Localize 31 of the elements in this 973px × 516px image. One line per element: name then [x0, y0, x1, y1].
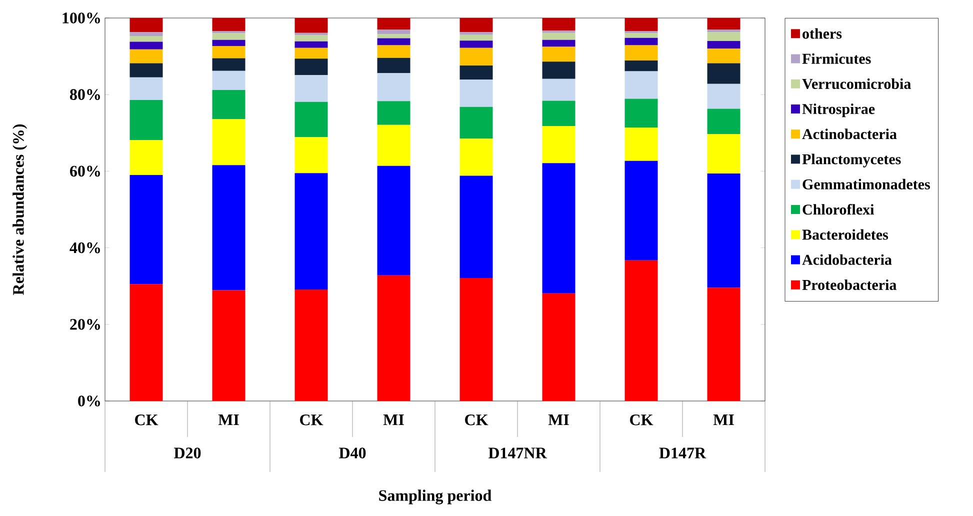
- x-tick-label: CK: [300, 414, 324, 426]
- y-tick-label: 100%: [62, 12, 100, 24]
- x-tick-label: MI: [548, 414, 569, 426]
- y-tick-label: 40%: [70, 242, 100, 254]
- x-tick-label: MI: [218, 414, 239, 426]
- x-tick-label: CK: [630, 414, 654, 426]
- x-tick-label: MI: [713, 414, 734, 426]
- y-tick-label: 80%: [70, 89, 100, 100]
- text: D147R: [659, 448, 706, 458]
- y-axis-title: Relative abundances (%): [12, 124, 28, 296]
- text: D40: [339, 448, 366, 458]
- legend-label: others: [802, 28, 842, 39]
- x-tick-label: CK: [465, 414, 488, 426]
- legend-label: Chloroflexi: [802, 204, 874, 215]
- legend-label: Gemmatimonadetes: [802, 178, 930, 190]
- legend-label: Verrucomicrobia: [802, 78, 911, 90]
- legend-label: Nitrospirae: [802, 104, 875, 118]
- legend-label: Planctomycetes: [802, 154, 901, 168]
- legend-label: Actinobacteria: [802, 128, 897, 140]
- legend-label: Bacteroidetes: [802, 229, 888, 240]
- text: D20: [174, 448, 201, 458]
- x-tick-label: MI: [383, 414, 404, 426]
- legend-label: Firmicutes: [802, 53, 871, 64]
- y-tick-label: 60%: [70, 166, 100, 177]
- legend-label: Acidobacteria: [802, 254, 892, 265]
- text: D147NR: [488, 448, 547, 458]
- x-tick-label: CK: [135, 414, 158, 426]
- y-tick-label: 20%: [70, 318, 100, 330]
- y-tick-label: 0%: [78, 396, 100, 406]
- legend-label: Proteobacteria: [802, 279, 896, 290]
- x-axis-title: Sampling period: [379, 490, 492, 504]
